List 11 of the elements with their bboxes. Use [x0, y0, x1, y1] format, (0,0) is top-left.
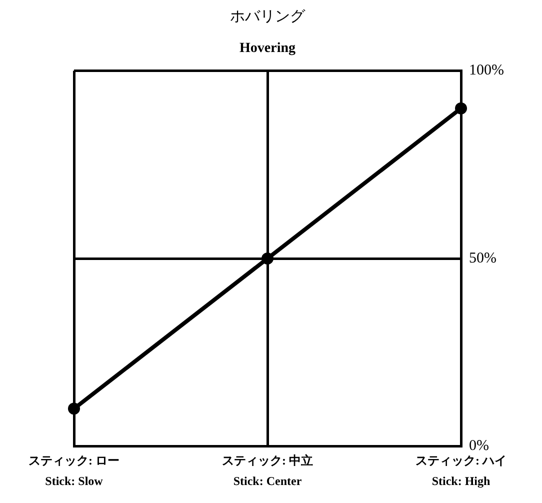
y-tick-label: 50%	[469, 250, 497, 266]
point	[68, 402, 80, 415]
point	[262, 252, 274, 264]
x-tick-label: スティック: 中立 Stick: Center	[222, 453, 313, 488]
chart-title: ホバリング	[230, 8, 306, 25]
y-tick-label: 0%	[469, 438, 490, 454]
chart-subtitle: Hovering	[240, 41, 296, 56]
x-tick-label: スティック: ロー Stick: Slow	[28, 453, 120, 488]
y-tick-label: 100%	[469, 62, 504, 79]
point	[455, 102, 468, 114]
x-tick-label: スティック: ハイ Stick: High	[416, 453, 507, 488]
